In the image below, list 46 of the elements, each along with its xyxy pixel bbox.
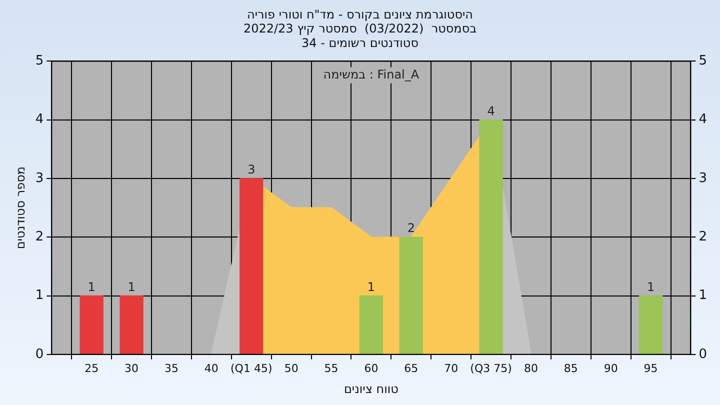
y-tick-label: 5 (35, 54, 44, 69)
bar (479, 120, 503, 354)
x-tick-label: 95 (644, 362, 658, 375)
x-tick-label: 80 (524, 362, 538, 375)
bar (638, 295, 663, 354)
x-tick-label: 55 (324, 362, 338, 375)
x-tick-label: 40 (204, 362, 218, 375)
x-tick-label: 60 (364, 362, 378, 375)
bar (120, 295, 144, 354)
y-tick-label: 0 (35, 346, 44, 362)
data-label: 3 (248, 162, 256, 177)
bar (399, 236, 423, 354)
data-label: 4 (487, 104, 495, 118)
data-label: 1 (88, 280, 96, 294)
x-tick-label: 35 (164, 362, 178, 375)
y-axis-title: מספר סטודנטים (13, 166, 28, 250)
x-tick-label: 90 (604, 362, 618, 375)
y2-tick-label: 1 (698, 288, 708, 304)
y2-tick-label: 0 (698, 346, 708, 362)
y-tick-label: 1 (35, 288, 44, 304)
x-tick-label: 65 (404, 362, 418, 375)
bar (359, 295, 384, 354)
y2-tick-label: 3 (698, 170, 708, 186)
y-tick-label: 3 (35, 170, 44, 186)
data-label: 1 (367, 280, 376, 294)
data-label: 1 (128, 280, 136, 294)
data-label: 2 (407, 221, 415, 236)
y-tick-label: 4 (35, 112, 44, 128)
data-label: 1 (646, 280, 655, 294)
annotation: במשימה : Final_A (323, 67, 420, 82)
x-tick-label: (Q1 45) (230, 362, 272, 375)
bar (240, 178, 264, 354)
x-tick-label: 85 (564, 362, 578, 375)
y2-tick-label: 2 (698, 229, 708, 244)
x-tick-label: 25 (84, 362, 99, 375)
y2-tick-label: 5 (698, 54, 708, 69)
x-tick-label: 50 (284, 362, 298, 375)
y-tick-label: 2 (35, 229, 44, 244)
x-tick-label: 70 (444, 362, 458, 375)
bar (80, 295, 104, 354)
chart-subtitle: בסמסטר (03/2022) סמסטר קיץ 2022/23 סטודנטים רשומים - 34 (243, 22, 477, 50)
chart-title: היסטוגרמת ציונים בקורס - מד"ח וטורי פוריה (246, 7, 474, 22)
x-tick-label: (Q3 75) (470, 362, 512, 375)
x-tick-label: 30 (124, 362, 139, 375)
y2-tick-label: 4 (698, 112, 708, 128)
x-axis-title: טווח ציונים (344, 382, 399, 396)
